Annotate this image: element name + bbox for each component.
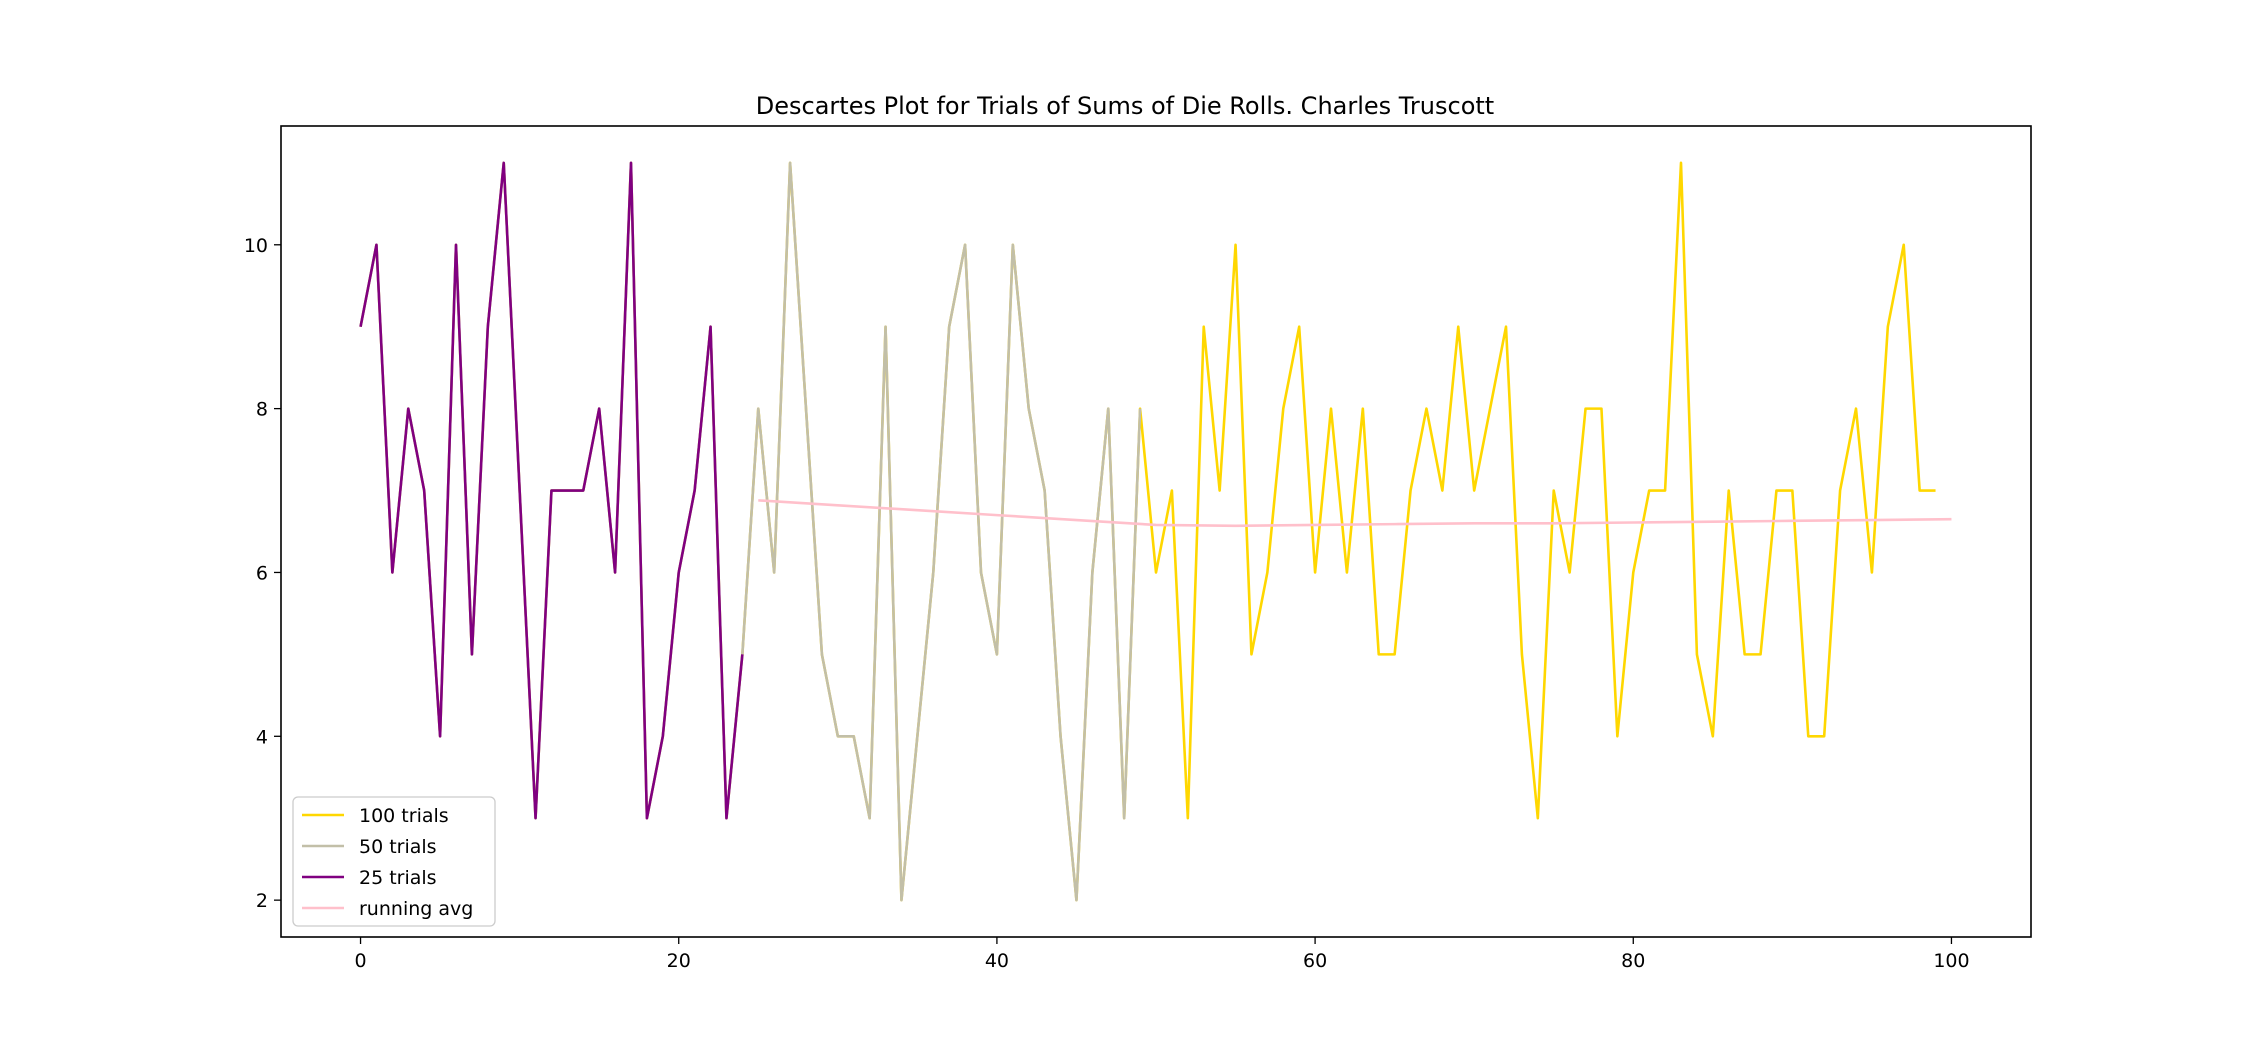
x-tick-label: 0 [354, 950, 366, 972]
x-tick-label: 20 [667, 950, 691, 972]
plot-frame [280, 125, 2032, 938]
chart-title: Descartes Plot for Trials of Sums of Die… [756, 92, 1494, 120]
y-tick-label: 2 [256, 890, 268, 912]
x-tick-label: 80 [1621, 950, 1645, 972]
legend-label: running avg [359, 898, 473, 920]
legend: 100 trials 50 trials 25 trials running avg [292, 796, 496, 927]
y-tick-label: 8 [256, 399, 268, 421]
series-line-25-trials [359, 161, 744, 820]
legend-label: 50 trials [359, 836, 437, 858]
y-tick-label: 10 [244, 235, 268, 257]
legend-box [292, 796, 496, 927]
x-tick-label: 40 [985, 950, 1009, 972]
series-line-100-trials [359, 161, 1936, 902]
y-tick-label: 6 [256, 562, 268, 584]
legend-label: 100 trials [359, 805, 449, 827]
y-tick-label: 4 [256, 726, 268, 748]
y-axis: 2 4 6 8 10 [244, 235, 281, 912]
x-tick-label: 100 [1933, 950, 1969, 972]
series-line-running-avg [758, 499, 1952, 528]
plot-area [359, 161, 1952, 902]
x-axis: 0 20 40 60 80 100 [354, 937, 1970, 972]
legend-label: 25 trials [359, 867, 437, 889]
x-tick-label: 60 [1303, 950, 1327, 972]
